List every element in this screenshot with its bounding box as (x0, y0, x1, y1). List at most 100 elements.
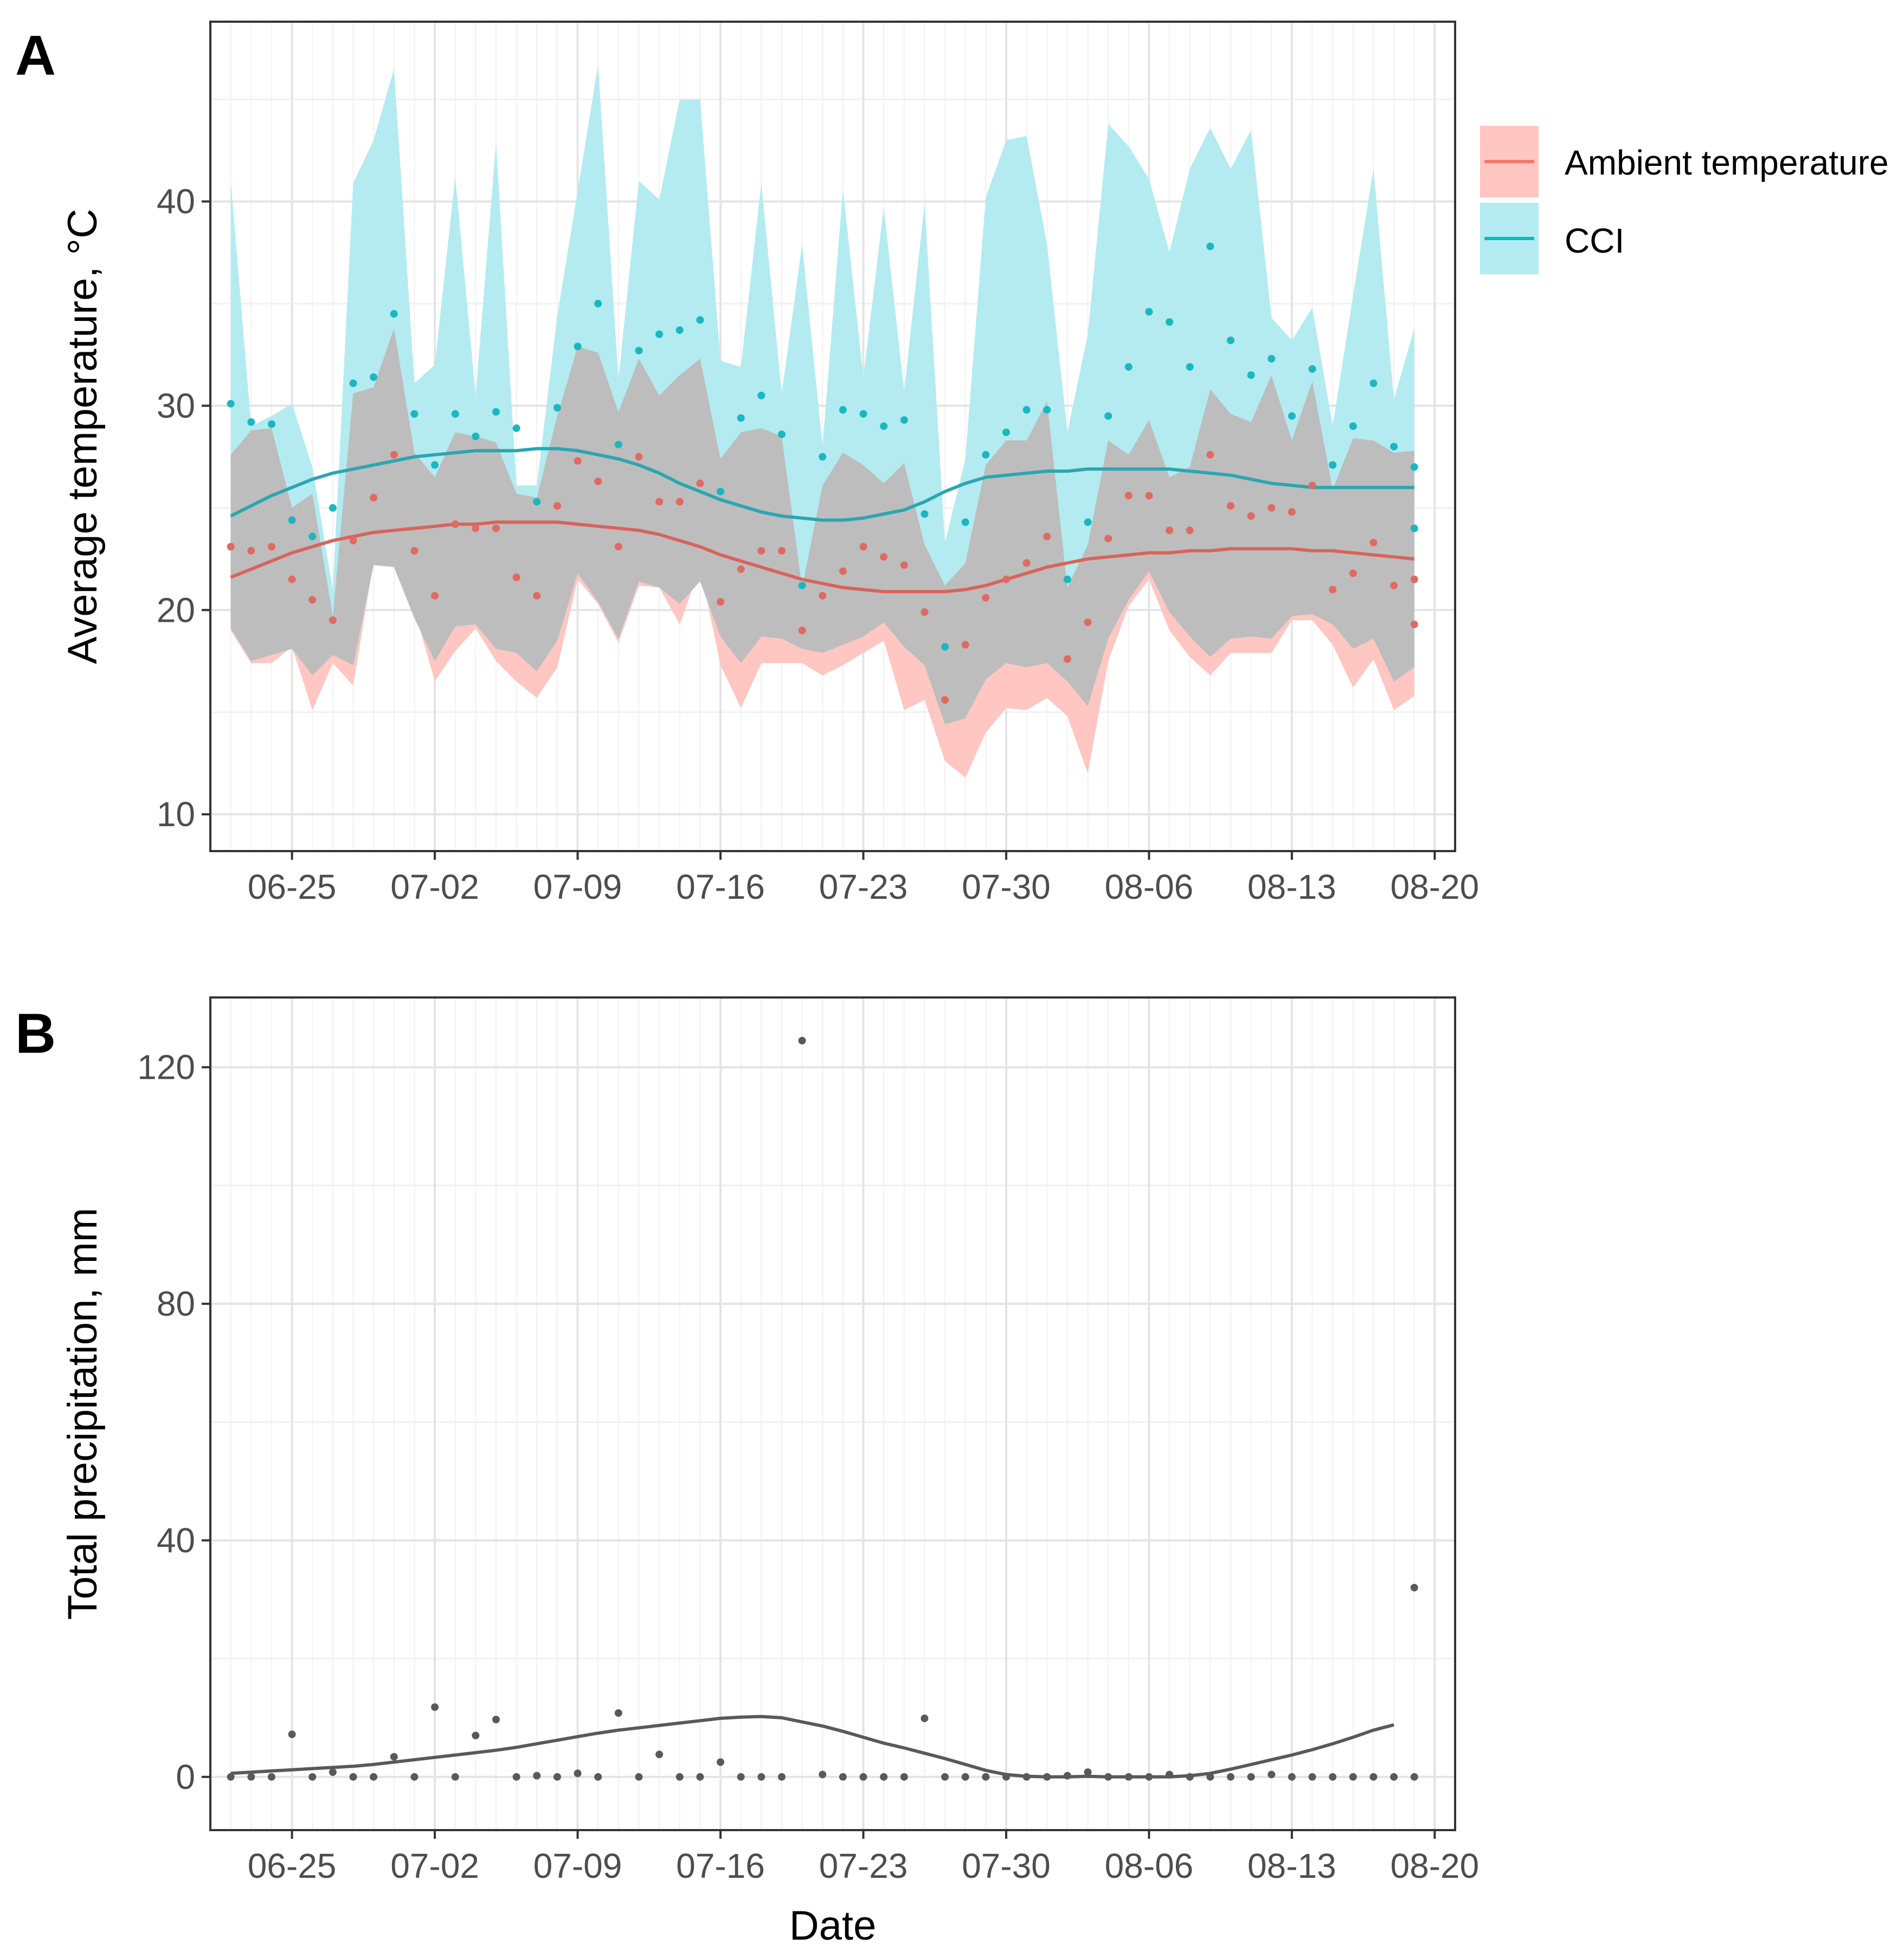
precipitation-point (1410, 1583, 1418, 1592)
ambient-temperature-point (1390, 582, 1398, 590)
ambient-temperature-point (982, 594, 990, 602)
cci-point (1043, 406, 1051, 414)
ambient-temperature-trend-line (230, 520, 1415, 594)
cci-point (859, 410, 867, 418)
panel-a-x-tick-label: 07-23 (819, 867, 908, 906)
ambient-temperature-point (1043, 532, 1051, 540)
ambient-temperature-point (492, 524, 500, 532)
precipitation-point (1206, 1773, 1214, 1781)
cci-point (1349, 422, 1357, 430)
precipitation-point (349, 1773, 357, 1781)
ambient-temperature-point (553, 502, 561, 510)
precipitation-point (757, 1773, 766, 1781)
cci-point (329, 504, 337, 512)
cci-point (553, 404, 561, 412)
panel-b-x-tick-label: 07-09 (533, 1846, 622, 1885)
ambient-temperature-point (757, 547, 766, 555)
precipitation-point (533, 1772, 541, 1780)
panel-b-x-tick-label: 07-02 (390, 1846, 479, 1885)
precipitation-point (370, 1773, 378, 1781)
panel-a-ribbons (230, 65, 1414, 778)
panel-b-x-tick-label: 07-16 (676, 1846, 765, 1885)
cci-point (1268, 355, 1276, 363)
precipitation-point (1166, 1770, 1174, 1779)
precipitation-point (431, 1703, 439, 1711)
panel-b-x-tick-label: 08-06 (1105, 1846, 1194, 1885)
panel-a-x-tick-label: 08-06 (1105, 867, 1194, 906)
cci-point (635, 346, 643, 355)
ambient-temperature-point (247, 547, 255, 555)
precipitation-point (1369, 1773, 1378, 1781)
ambient-temperature-point (227, 543, 235, 551)
precipitation-point (1145, 1773, 1153, 1781)
cci-point (880, 422, 888, 430)
legend-label-ambient-temperature: Ambient temperature (1565, 143, 1889, 182)
precipitation-point (737, 1773, 745, 1781)
cci-point (288, 516, 296, 524)
precipitation-point (859, 1773, 867, 1781)
cci-trend-line (230, 447, 1414, 522)
precipitation-point (308, 1773, 317, 1781)
ambient-temperature-point (594, 477, 602, 485)
precipitation-point (1268, 1770, 1276, 1779)
precipitation-point (982, 1773, 990, 1781)
precipitation-point (880, 1773, 888, 1781)
panel-b-x-tick-label: 07-30 (962, 1846, 1051, 1885)
cci-point (900, 416, 908, 424)
panel-a-points (227, 242, 1418, 704)
precipitation-point (1308, 1773, 1316, 1781)
cci-point (655, 330, 664, 338)
cci-point (1104, 412, 1112, 420)
ambient-temperature-point (410, 547, 419, 555)
precipitation-point (941, 1773, 949, 1781)
ambient-temperature-point (512, 574, 520, 582)
cci-point (1308, 365, 1316, 373)
cci-point (614, 441, 622, 449)
precipitation-point (900, 1773, 908, 1781)
panel-a-tag: A (15, 24, 56, 87)
ambient-temperature-point (267, 543, 275, 551)
cci-point (941, 643, 949, 651)
cci-point (777, 430, 786, 439)
precipitation-point (655, 1750, 664, 1759)
precipitation-point (1410, 1773, 1418, 1781)
precipitation-point (329, 1768, 337, 1776)
panel-b-y-tick-label: 120 (137, 1048, 195, 1087)
ambient-temperature-point (1022, 559, 1031, 567)
precipitation-point (227, 1773, 235, 1781)
precipitation-point (1288, 1773, 1296, 1781)
precipitation-point (1002, 1773, 1010, 1781)
ambient-temperature-point (880, 553, 888, 561)
ambient-temperature-point (451, 520, 459, 529)
cci-point (512, 424, 520, 432)
cci-point (961, 518, 969, 526)
panel-b-y-tick-label: 40 (157, 1521, 195, 1560)
ambient-temperature-point (533, 591, 541, 600)
panel-a-y-tick-label: 40 (157, 182, 195, 221)
panel-a-x-tick-label: 07-02 (390, 867, 479, 906)
cci-point (1145, 308, 1153, 316)
cci-point (1390, 442, 1398, 450)
precipitation-point (696, 1773, 704, 1781)
precipitation-point (1329, 1773, 1337, 1781)
ambient-temperature-point (777, 547, 786, 555)
cci-point (472, 433, 480, 440)
precipitation-point (614, 1709, 622, 1717)
ambient-temperature-point (696, 479, 704, 487)
ambient-temperature-point (390, 450, 398, 459)
cci-point (533, 498, 541, 506)
ambient-temperature-point (1410, 575, 1418, 583)
precipitation-point (1084, 1768, 1092, 1776)
ambient-temperature-point (941, 696, 949, 704)
precipitation-point (1104, 1773, 1112, 1781)
ambient-temperature-point (288, 575, 296, 583)
ambient-temperature-point (574, 457, 582, 465)
panel-a-y-tick-label: 10 (157, 795, 195, 834)
panel-a-y-tick-label: 30 (157, 386, 195, 425)
cci-point (247, 418, 255, 426)
ambient-temperature-point (1247, 512, 1255, 520)
cci-point (1226, 336, 1234, 344)
cci-point (757, 391, 766, 400)
